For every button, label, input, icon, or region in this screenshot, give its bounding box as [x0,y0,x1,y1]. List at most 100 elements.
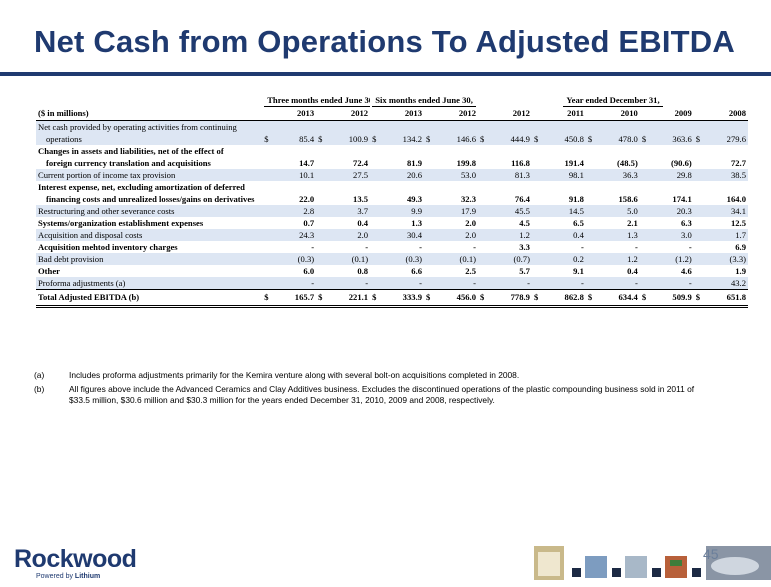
value-cell: 0.4 [627,265,638,276]
value-cell: 38.5 [708,169,748,181]
value-cell: 45.5 [492,205,532,217]
currency-symbol [262,193,277,205]
value-cell: 450.8 [546,133,586,145]
value-cell: 6.5 [573,217,584,228]
currency-symbol [586,193,601,205]
footer-image-strip [530,546,771,580]
value-cell: 32.3 [460,193,476,204]
value-cell [654,181,693,193]
currency-symbol [316,169,331,181]
value-cell: 6.6 [411,265,423,276]
currency-symbol [532,265,547,277]
currency-symbol [316,217,331,229]
value-cell [600,120,640,133]
currency-symbol [478,205,493,217]
value-cell: 4.6 [681,265,692,276]
value-cell: (0.1) [438,253,478,265]
currency-symbol [478,277,493,290]
currency-symbol [531,205,547,217]
value-cell: 2.0 [438,229,478,241]
row-label: Systems/organization establishment expen… [38,217,204,228]
value-cell: 6.3 [681,217,692,228]
currency-symbol [532,157,547,169]
row-label: financing costs and unrealized losses/ga… [46,193,255,204]
currency-symbol [424,145,439,157]
value-cell: 13.5 [353,193,369,204]
row-label: operations [36,133,263,145]
value-cell: 43.2 [708,277,748,290]
group-six-months: Six months ended June 30, [370,94,478,107]
currency-symbol: $ [585,133,601,145]
value-cell [438,120,478,133]
currency-symbol [693,277,709,290]
pigment-photo-icon [665,556,687,578]
currency-symbol: $ [370,133,385,145]
value-cell: 2.0 [465,217,476,228]
value-cell: 72.7 [730,157,746,168]
value-cell: 634.4 [600,289,640,308]
value-cell: - [654,277,694,290]
currency-symbol: $ [531,133,547,145]
value-cell: (1.2) [654,253,694,265]
value-cell: 4.5 [519,217,530,228]
currency-symbol [639,253,655,265]
value-cell: 199.8 [456,157,476,168]
currency-symbol [424,193,439,205]
currency-symbol [639,120,655,133]
value-cell: 2.5 [465,265,476,276]
currency-symbol [532,217,547,229]
currency-symbol [532,181,547,193]
value-cell: 456.0 [438,289,478,308]
value-cell: 5.0 [600,205,640,217]
currency-symbol [424,277,439,290]
value-cell [385,181,424,193]
table-row: Acquisition and disposal costs 24.3 2.0 30.… [36,229,748,241]
value-cell: (0.1) [330,253,371,265]
currency-symbol [370,229,385,241]
value-cell: 0.2 [546,253,586,265]
value-cell: (0.3) [384,253,425,265]
currency-symbol: $ [316,289,331,308]
unit-label: ($ in millions) [36,107,263,121]
currency-symbol [531,169,547,181]
currency-symbol [316,229,331,241]
currency-symbol [370,253,385,265]
currency-symbol [585,205,601,217]
value-cell: 9.1 [573,265,584,276]
square-bullet-icon [652,568,661,577]
value-cell: (3.3) [708,253,748,265]
currency-symbol: $ [585,289,601,308]
value-cell: 22.0 [299,193,315,204]
value-cell: 14.5 [546,205,586,217]
value-cell: 116.8 [511,157,530,168]
value-cell [276,120,317,133]
value-cell: - [581,241,584,252]
table-row: Acquisition mehtod inventory charges - - - -… [36,241,748,253]
value-cell [330,120,371,133]
currency-symbol [694,181,709,193]
currency-symbol [424,205,439,217]
table-row: Changes in assets and liabilities, net o… [36,145,748,157]
value-cell: - [438,277,478,290]
value-cell: - [365,241,369,252]
value-cell: - [546,277,586,290]
value-cell: - [492,277,532,290]
value-cell: (0.7) [492,253,532,265]
currency-symbol [316,265,331,277]
value-cell: - [600,277,640,290]
value-cell: (0.3) [276,253,317,265]
value-cell: 17.9 [438,205,478,217]
currency-symbol [586,217,601,229]
year-header: 2012 [316,107,371,121]
value-cell: 862.8 [546,289,586,308]
year-header: 2011 [531,107,586,121]
value-cell: 27.5 [330,169,371,181]
currency-symbol [316,253,331,265]
value-cell: 1.2 [600,253,640,265]
page-number: 45 [703,546,719,562]
value-cell: 91.8 [568,193,584,204]
value-cell [331,145,370,157]
currency-symbol [586,265,601,277]
currency-symbol [370,169,385,181]
value-cell: 509.9 [654,289,694,308]
